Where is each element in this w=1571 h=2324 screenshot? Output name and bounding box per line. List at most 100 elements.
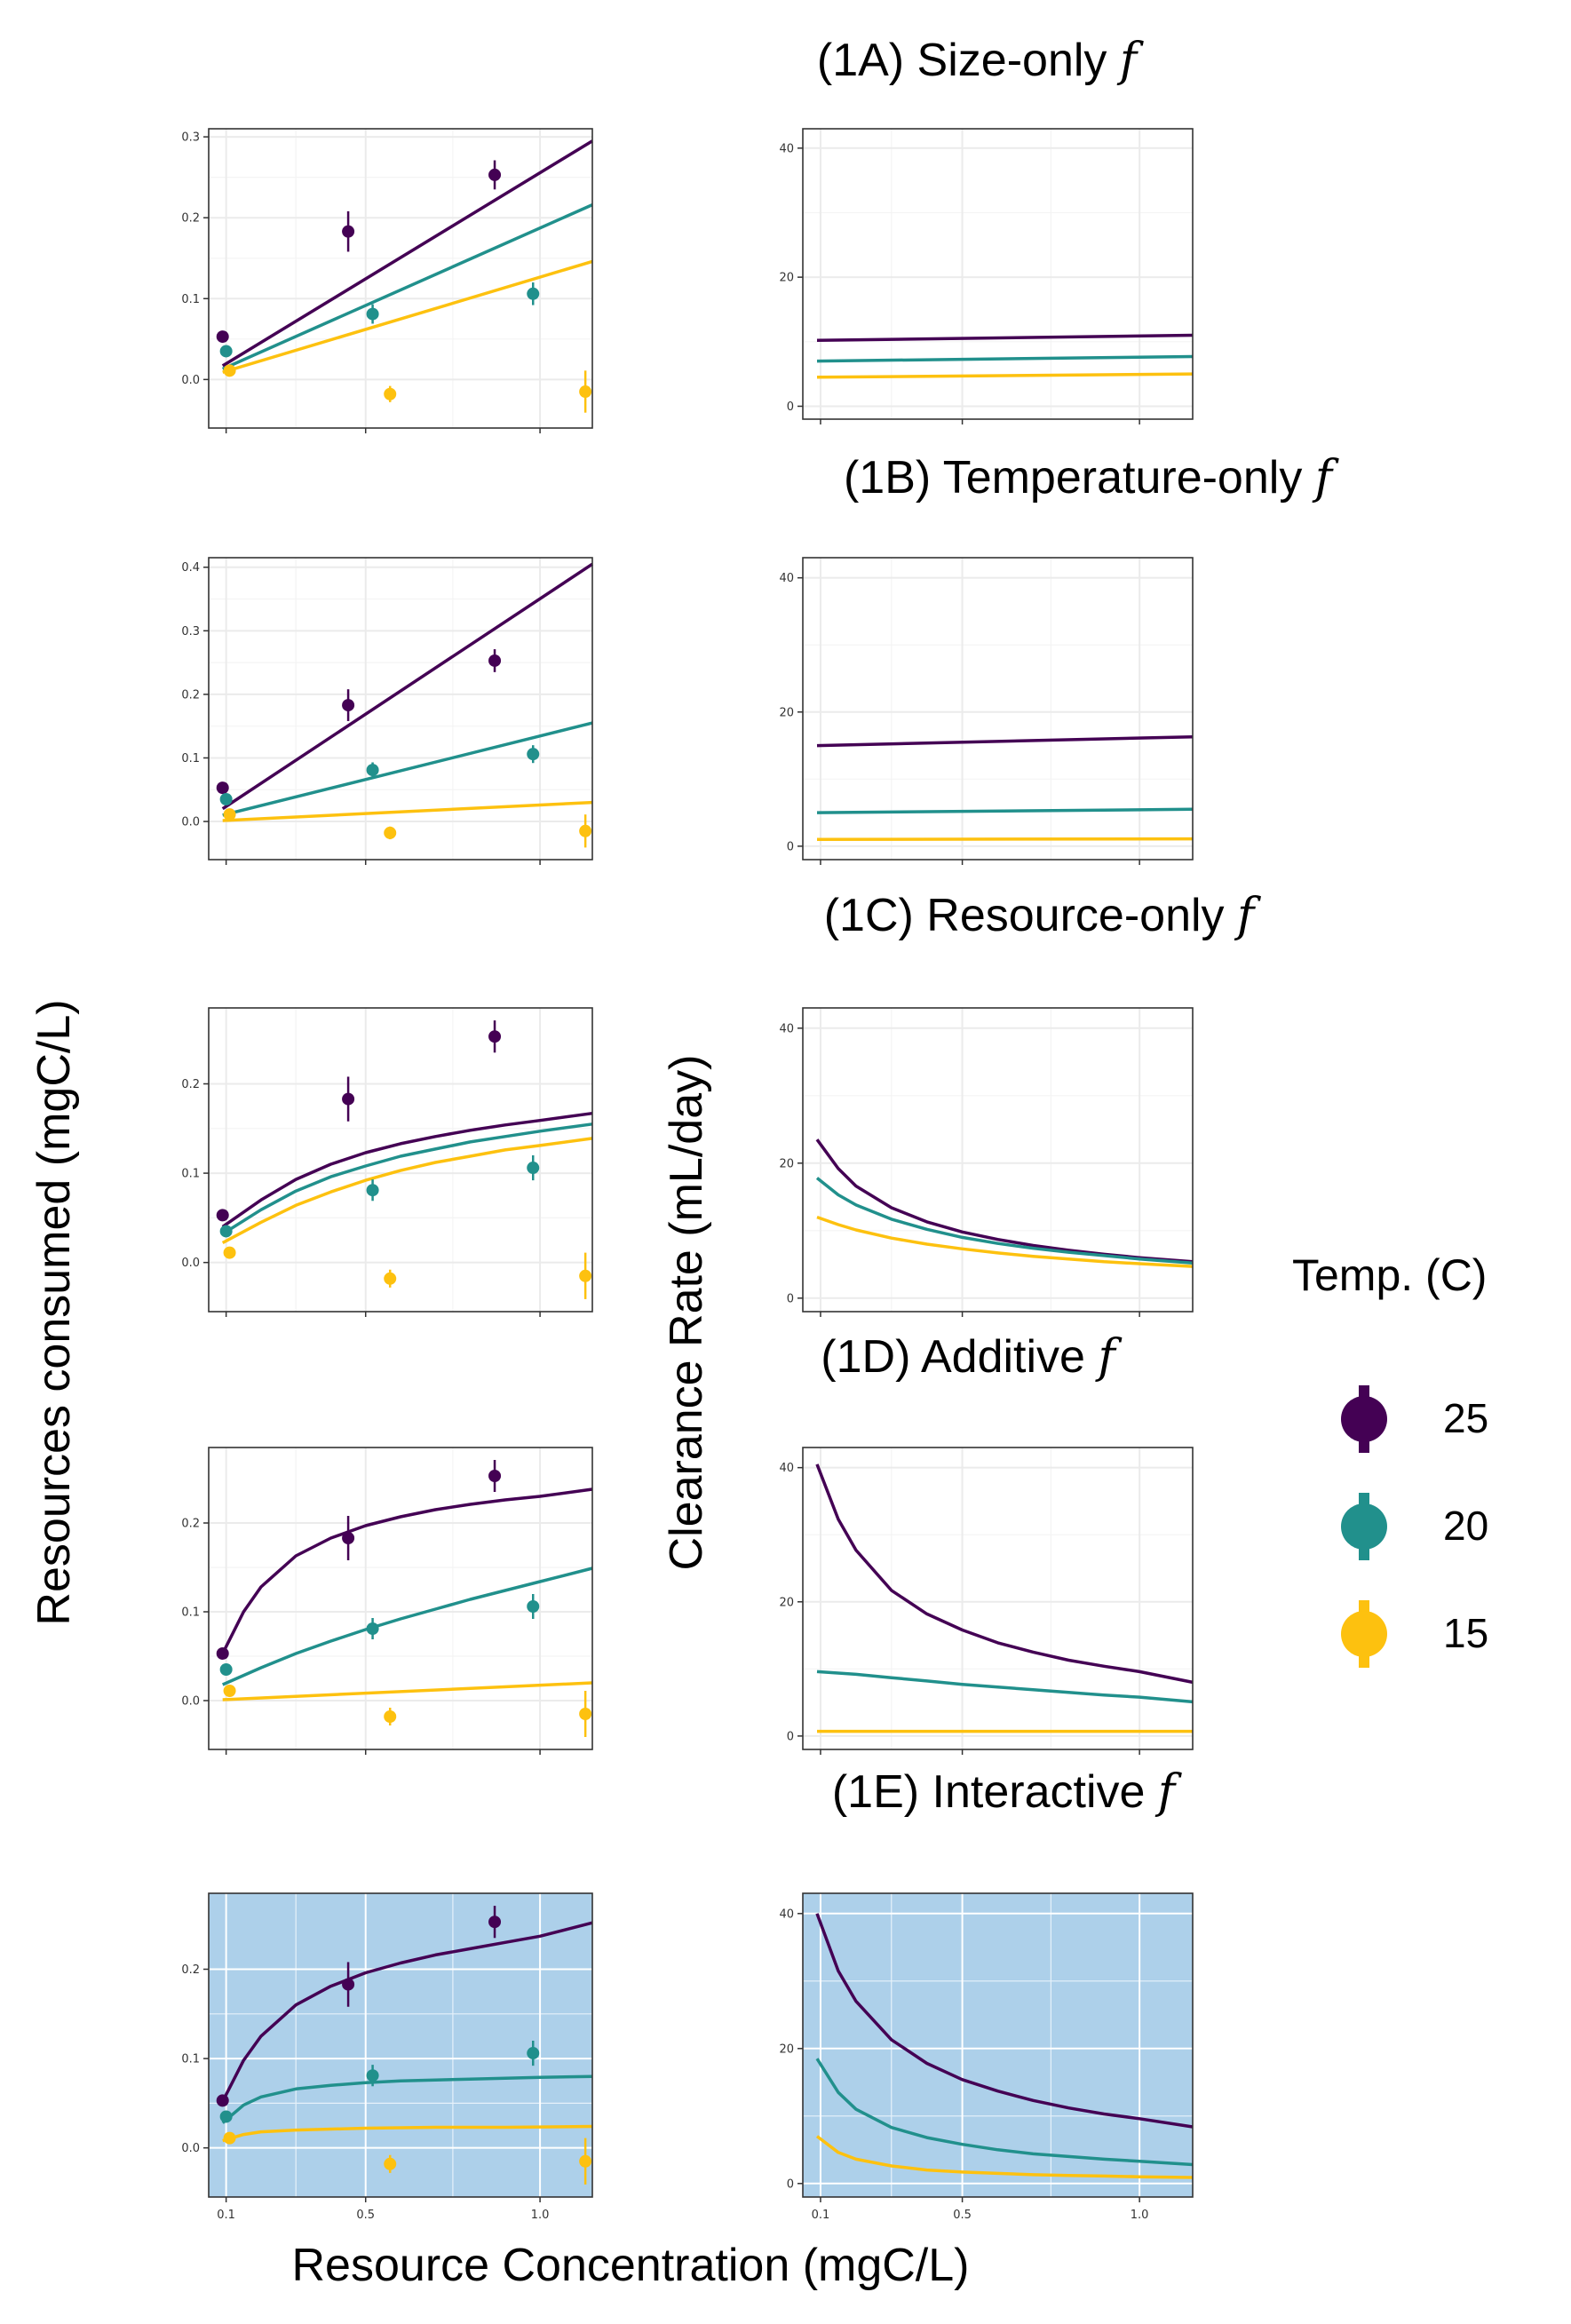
data-point-20 — [527, 748, 540, 761]
y-tick-label: 20 — [779, 2042, 794, 2056]
y-tick-label: 0.4 — [181, 561, 200, 575]
data-point-25 — [488, 654, 502, 667]
data-point-20 — [219, 2110, 233, 2123]
y-tick-label: 0.0 — [181, 2142, 200, 2155]
y-tick-label: 0.0 — [181, 1695, 200, 1709]
x-tick-label: 0.1 — [217, 2209, 235, 2222]
y-tick-label: 0.3 — [181, 131, 200, 145]
series-line-25 — [221, 1111, 593, 1228]
series-line-20 — [816, 807, 1194, 814]
legend-item-20: 20 — [1341, 1493, 1488, 1560]
plot-border — [802, 1892, 1194, 2198]
data-point-20 — [527, 2047, 540, 2060]
data-point-20 — [366, 764, 379, 777]
series-line-15 — [816, 837, 1194, 842]
series-line-20 — [221, 1567, 593, 1686]
y-tick-label: 0.2 — [181, 212, 200, 226]
data-point-15 — [384, 1272, 397, 1285]
x-tick-label: 0.5 — [953, 2209, 972, 2222]
series-line-25 — [815, 1913, 1194, 2129]
svg-text:(1C) Resource-only f: (1C) Resource-only f — [824, 889, 1261, 942]
series-line-15 — [816, 1215, 1194, 1268]
series-line-25 — [221, 1921, 593, 2103]
legend-title: Temp. (C) — [1292, 1250, 1487, 1300]
y-tick-label: 0 — [787, 1730, 794, 1743]
series-line-20 — [221, 203, 593, 371]
series-line-20 — [816, 1670, 1194, 1704]
series-line-25 — [815, 1463, 1194, 1685]
y-tick-label: 0.2 — [181, 1518, 200, 1531]
chart-1A-clearance: 0 20 40 — [779, 128, 1194, 424]
panel-title-1A-text: (1A) Size-only — [817, 35, 1120, 86]
svg-text:(1E) Interactive f: (1E) Interactive f — [832, 1765, 1182, 1819]
panel-title-1B-f: f — [1312, 451, 1339, 504]
data-point-15 — [384, 1710, 397, 1723]
plot-border — [208, 1447, 593, 1750]
panel-title-1D: (1D) Additive f — [821, 1330, 1122, 1384]
chart-1B-clearance: 0 20 40 — [779, 557, 1194, 865]
legend-label-15: 15 — [1443, 1610, 1488, 1656]
plot-background — [209, 1893, 592, 2197]
data-point-20 — [219, 793, 233, 805]
plot-border — [208, 557, 593, 861]
plot-border — [208, 1007, 593, 1313]
data-point-15 — [579, 824, 592, 837]
panel-title-1B-text: (1B) Temperature-only — [844, 452, 1315, 504]
y-tick-label: 0.2 — [181, 688, 200, 702]
data-point-20 — [527, 1162, 540, 1175]
panel-title-1A-f: f — [1116, 34, 1144, 87]
series-line-20 — [221, 2074, 593, 2124]
y-tick-label: 20 — [779, 706, 794, 719]
y-tick-label: 20 — [779, 272, 794, 285]
legend: Temp. (C) 25 20 15 — [1292, 1250, 1488, 1668]
y-tick-label: 0 — [787, 2177, 794, 2191]
plots: 0.0 0.1 0.2 0.3 0 20 40 0.0 0.1 0.2 0.3 0.4 0 20 40 0.0… — [181, 128, 1194, 2222]
legend-key-20-point — [1341, 1503, 1387, 1550]
data-point-15 — [223, 1246, 236, 1259]
series-line-15 — [222, 800, 593, 822]
legend-label-25: 25 — [1443, 1395, 1488, 1441]
panel-title-1D-f: f — [1094, 1330, 1122, 1384]
y-axis-title-left: Resources consumed (mgC/L) — [28, 999, 80, 1625]
data-point-25 — [342, 1532, 355, 1544]
data-point-15 — [223, 808, 236, 821]
panel-title-1C-text: (1C) Resource-only — [824, 890, 1237, 941]
series-line-15 — [222, 1681, 593, 1701]
series-line-20 — [815, 1177, 1194, 1265]
series-line-25 — [816, 734, 1194, 748]
y-tick-label: 0.1 — [181, 752, 200, 765]
chart-1E-consumption: 0.0 0.1 0.2 0.1 0.5 1.0 — [181, 1892, 593, 2222]
y-tick-label: 0 — [787, 840, 794, 853]
data-point-25 — [488, 1030, 502, 1043]
data-point-15 — [384, 387, 397, 401]
y-tick-label: 0.1 — [181, 1168, 200, 1181]
data-point-20 — [219, 1663, 233, 1676]
data-point-15 — [223, 364, 236, 377]
data-point-25 — [216, 1209, 229, 1222]
chart-1A-consumption: 0.0 0.1 0.2 0.3 — [181, 128, 593, 433]
data-point-20 — [366, 307, 379, 321]
y-tick-label: 0.1 — [181, 1606, 200, 1620]
plot-background — [803, 558, 1193, 860]
series-line-20 — [816, 354, 1194, 363]
series-line-15 — [222, 259, 593, 374]
chart-1C-consumption: 0.0 0.1 0.2 — [181, 1007, 593, 1317]
series-line-15 — [221, 1137, 593, 1245]
data-point-15 — [384, 2157, 397, 2170]
data-point-25 — [342, 225, 355, 238]
data-point-25 — [216, 781, 229, 795]
y-tick-label: 40 — [779, 572, 794, 585]
svg-text:(1A) Size-only f: (1A) Size-only f — [817, 34, 1144, 87]
legend-label-20: 20 — [1443, 1503, 1488, 1549]
chart-1B-consumption: 0.0 0.1 0.2 0.3 0.4 — [181, 557, 593, 865]
data-point-20 — [527, 287, 540, 300]
data-point-15 — [579, 385, 592, 399]
data-point-25 — [488, 1916, 502, 1929]
chart-1D-consumption: 0.0 0.1 0.2 — [181, 1447, 593, 1755]
y-tick-label: 0 — [787, 1292, 794, 1305]
data-point-15 — [223, 1685, 236, 1697]
plot-border — [802, 1007, 1194, 1313]
data-point-25 — [216, 1647, 229, 1660]
plot-border — [208, 1892, 593, 2198]
